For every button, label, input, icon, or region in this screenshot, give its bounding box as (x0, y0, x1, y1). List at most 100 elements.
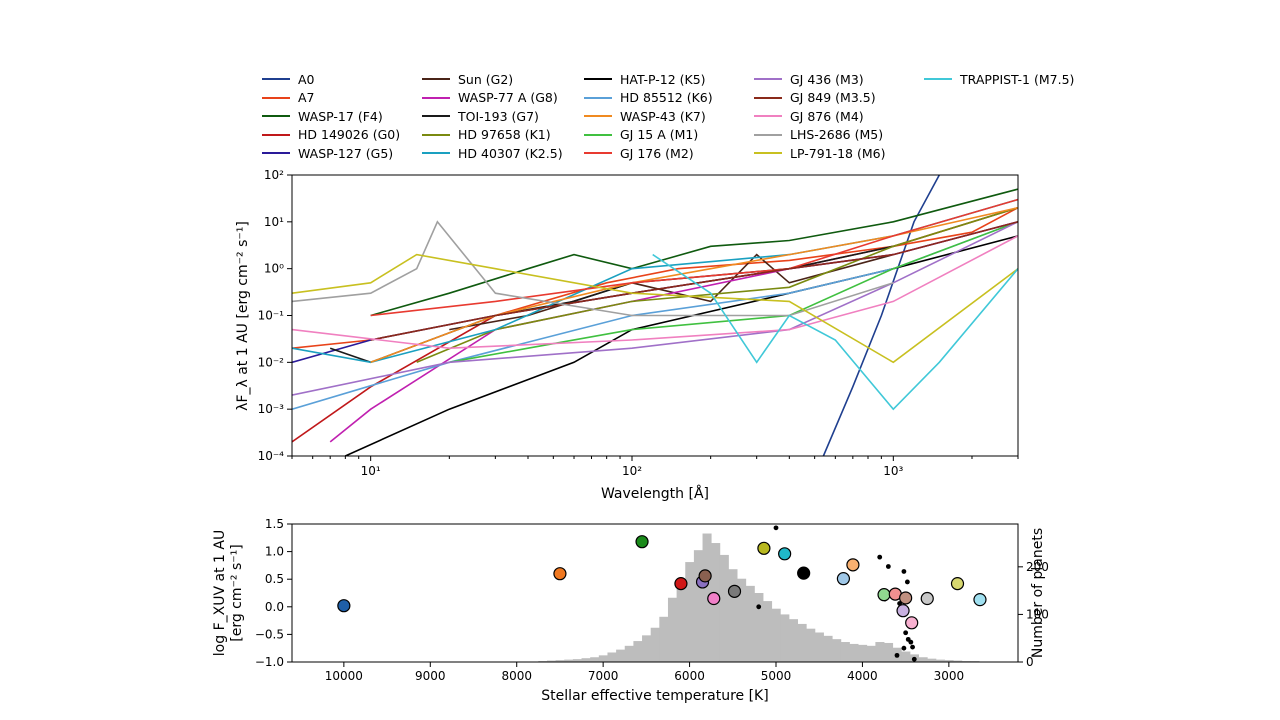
star-marker (797, 566, 811, 580)
legend-swatch (262, 96, 290, 99)
legend-label: A7 (298, 90, 315, 106)
histogram-bar (719, 554, 729, 662)
histogram-bar (849, 643, 859, 662)
legend-label: HD 40307 (K2.5) (458, 145, 563, 161)
histogram-bar (581, 658, 591, 662)
legend-label: LP-791-18 (M6) (790, 145, 886, 161)
spectrum-line (449, 221, 1018, 364)
histogram-bar (840, 642, 850, 662)
legend-swatch (262, 115, 290, 118)
histogram-bar (866, 645, 876, 662)
legend-entry: LHS-2686 (M5) (754, 126, 883, 144)
x-tick-label: 8000 (501, 669, 532, 683)
star-marker (674, 577, 688, 591)
star-marker (920, 591, 934, 606)
legend-label: GJ 849 (M3.5) (790, 90, 876, 106)
histogram-bar (555, 660, 565, 662)
legend-swatch (422, 78, 450, 80)
legend-swatch (924, 78, 952, 80)
y-tick-label: 0.0 (265, 600, 284, 614)
y-tick-label: 1.5 (265, 517, 284, 531)
legend-label: GJ 876 (M4) (790, 108, 864, 124)
y-right-tick-label: 100 (1026, 607, 1049, 621)
x-tick-label: 7000 (588, 669, 619, 683)
histogram-bar (607, 652, 617, 662)
x-tick-label: 10000 (325, 669, 363, 683)
histogram-bar (944, 660, 954, 662)
legend-entry: GJ 876 (M4) (754, 107, 864, 125)
histogram-bar (884, 642, 894, 662)
legend-entry: TRAPPIST-1 (M7.5) (924, 70, 1074, 88)
histogram-bar (667, 597, 678, 662)
legend-entry: HAT-P-12 (K5) (584, 70, 706, 88)
xuv-axes-frame (291, 523, 1019, 663)
legend-label: GJ 176 (M2) (620, 145, 694, 161)
star-marker (757, 541, 771, 555)
legend-entry: Sun (G2) (422, 70, 513, 88)
legend-swatch (422, 115, 450, 118)
y-right-tick-label: 200 (1026, 560, 1049, 574)
star-marker (727, 584, 742, 598)
legend-entry: HD 40307 (K2.5) (422, 144, 563, 162)
legend: A0 A7 WASP-17 (F4) HD 149026 (G0) WASP-127 (… (262, 70, 1074, 170)
legend-swatch (754, 152, 782, 155)
legend-label: WASP-43 (K7) (620, 108, 706, 124)
legend-swatch (422, 96, 450, 99)
histogram-bar (875, 642, 885, 662)
legend-swatch (584, 133, 612, 136)
histogram-bar (633, 641, 643, 662)
histogram-bar (927, 658, 937, 662)
histogram-bar (745, 585, 755, 662)
x-tick-label: 9000 (415, 669, 446, 683)
planet-dot (885, 564, 891, 569)
legend-entry: WASP-77 A (G8) (422, 89, 558, 107)
spectra-panel: 10¹ 10² 10³ 10⁻⁴ 10⁻³ 10⁻² 10⁻¹ 10⁰ 10¹ 10² Wavel… (235, 168, 1019, 502)
planet-dot (910, 644, 915, 650)
spectrum-line (370, 221, 1018, 341)
legend-entry: WASP-17 (F4) (262, 107, 383, 125)
legend-label: HD 97658 (K1) (458, 127, 551, 143)
legend-swatch (754, 133, 782, 136)
xuv-right-axis-label: Number of planets (1030, 528, 1046, 658)
histogram-bar (780, 614, 790, 662)
legend-swatch (262, 152, 290, 155)
x-tick-label: 10² (622, 464, 642, 478)
star-marker (846, 558, 860, 572)
spectra-x-axis-label: Wavelength [Å] (601, 485, 709, 502)
histogram-bar (616, 649, 626, 662)
star-marker (950, 577, 965, 591)
legend-label: WASP-77 A (G8) (458, 90, 558, 106)
histogram-bar (832, 639, 842, 662)
legend-swatch (754, 78, 782, 80)
spectrum-line (292, 221, 1018, 396)
planet-dot (908, 639, 914, 645)
histogram-bar (754, 593, 764, 662)
histogram-bar (901, 651, 911, 662)
planet-dot (903, 630, 909, 636)
legend-entry: HD 97658 (K1) (422, 126, 551, 144)
legend-label: A0 (298, 71, 315, 87)
spectrum-line (370, 198, 1018, 317)
spectra-y-axis-label: λF_λ at 1 AU [erg cm⁻² s⁻¹] (235, 221, 251, 411)
histogram-bar (659, 616, 669, 662)
histogram-bar (702, 533, 712, 662)
planet-dot (911, 656, 917, 662)
spectrum-line (416, 206, 1018, 364)
legend-entry: GJ 849 (M3.5) (754, 89, 876, 107)
y-tick-label: 10⁻² (258, 355, 285, 369)
histogram-bar (763, 601, 773, 662)
legend-swatch (584, 152, 612, 155)
legend-entry: WASP-127 (G5) (262, 144, 393, 162)
y-tick-label: −0.5 (255, 627, 284, 641)
x-tick-label: 5000 (761, 669, 792, 683)
y-tick-label: 10⁰ (264, 262, 284, 276)
histogram-bar (624, 645, 634, 662)
star-marker (707, 591, 721, 606)
spectrum-line (292, 253, 1018, 364)
histogram-bar (788, 619, 799, 662)
star-marker (698, 569, 712, 583)
histogram-bar (546, 660, 557, 662)
planet-dot (877, 554, 883, 560)
star-marker (553, 567, 567, 581)
